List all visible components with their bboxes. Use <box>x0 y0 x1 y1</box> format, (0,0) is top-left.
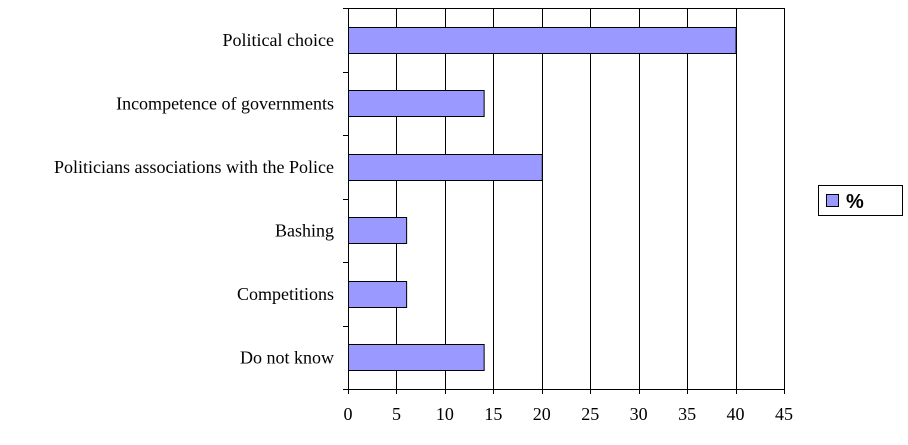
x-tick-label: 45 <box>775 404 793 424</box>
x-tick-label: 35 <box>678 404 696 424</box>
category-label: Politicians associations with the Police <box>54 157 334 177</box>
legend: % <box>818 185 903 216</box>
category-labels: Political choice Incompetence of governme… <box>54 30 334 368</box>
gridlines <box>396 8 785 389</box>
bar-3 <box>348 154 543 181</box>
category-label: Do not know <box>240 347 334 367</box>
x-tick-label: 5 <box>392 404 401 424</box>
x-tick-label: 40 <box>727 404 745 424</box>
category-label: Political choice <box>223 30 334 50</box>
x-tick-label: 15 <box>484 404 502 424</box>
x-tick-label: 10 <box>436 404 454 424</box>
bar-4 <box>348 217 408 244</box>
x-tick-label: 30 <box>630 404 648 424</box>
legend-swatch <box>826 194 839 207</box>
x-tick-label: 25 <box>581 404 599 424</box>
bar-6 <box>348 344 485 371</box>
category-label: Competitions <box>237 284 334 304</box>
x-tick-label: 0 <box>344 404 353 424</box>
bar-2 <box>348 90 485 117</box>
bar-5 <box>348 281 408 308</box>
legend-label: % <box>846 191 864 213</box>
category-label: Incompetence of governments <box>116 93 334 113</box>
x-tick-label: 20 <box>533 404 551 424</box>
bars <box>348 27 737 371</box>
x-tick-labels: 0 5 10 15 20 25 30 35 40 45 <box>344 404 794 424</box>
axes <box>343 8 785 394</box>
category-label: Bashing <box>275 220 334 240</box>
bar-1 <box>348 27 737 54</box>
